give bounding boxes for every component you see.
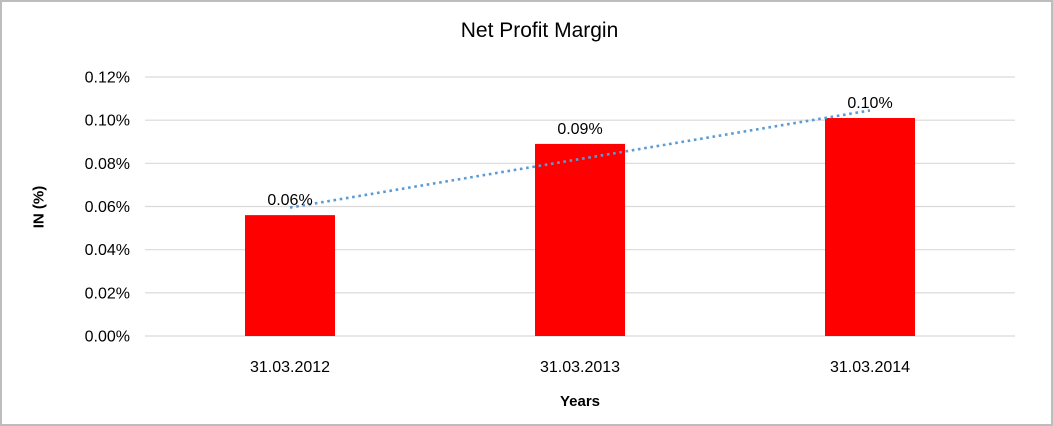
x-category-label: 31.03.2013 — [540, 359, 620, 376]
y-tick-label: 0.10% — [85, 113, 130, 130]
bar — [825, 118, 915, 336]
y-tick-label: 0.06% — [85, 199, 130, 216]
y-tick-label: 0.02% — [85, 285, 130, 302]
bar-data-label: 0.10% — [847, 95, 892, 112]
x-category-label: 31.03.2014 — [830, 359, 910, 376]
bar — [535, 143, 625, 336]
x-axis-title: Years — [559, 393, 601, 410]
bar-data-label: 0.09% — [557, 121, 602, 138]
y-tick-label: 0.08% — [85, 156, 130, 173]
y-tick-label: 0.04% — [85, 242, 130, 259]
x-category-label: 31.03.2012 — [250, 359, 330, 376]
y-tick-label: 0.00% — [85, 329, 130, 346]
chart-title: Net Profit Margin — [460, 19, 619, 42]
bar-data-label: 0.06% — [267, 192, 312, 209]
bar — [245, 215, 335, 336]
y-tick-label: 0.12% — [85, 70, 130, 87]
